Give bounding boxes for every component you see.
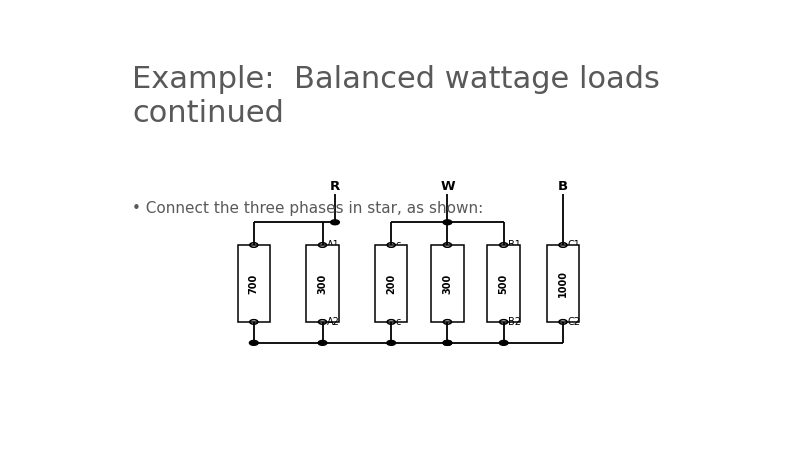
Text: c: c [396, 317, 401, 327]
Circle shape [443, 340, 452, 345]
Text: 200: 200 [386, 273, 397, 294]
FancyBboxPatch shape [431, 245, 463, 322]
FancyBboxPatch shape [306, 245, 339, 322]
Text: c: c [396, 240, 401, 250]
Text: C2: C2 [567, 317, 580, 327]
Text: C1: C1 [567, 240, 580, 250]
Text: R: R [330, 180, 340, 192]
Circle shape [443, 340, 452, 345]
Text: B2: B2 [508, 317, 521, 327]
Text: 300: 300 [442, 273, 452, 294]
Text: 1000: 1000 [558, 270, 568, 297]
FancyBboxPatch shape [238, 245, 270, 322]
Text: A2: A2 [327, 317, 340, 327]
Circle shape [318, 340, 327, 345]
Circle shape [499, 340, 508, 345]
FancyBboxPatch shape [546, 245, 580, 322]
Circle shape [249, 340, 258, 345]
Circle shape [387, 340, 396, 345]
Text: B: B [558, 180, 568, 192]
Text: • Connect the three phases in star, as shown:: • Connect the three phases in star, as s… [132, 201, 484, 216]
Text: 300: 300 [318, 273, 327, 294]
FancyBboxPatch shape [488, 245, 520, 322]
Text: B1: B1 [508, 240, 521, 250]
Text: 500: 500 [499, 273, 509, 294]
Text: W: W [440, 180, 455, 192]
Circle shape [443, 220, 452, 225]
Text: 700: 700 [249, 273, 259, 294]
FancyBboxPatch shape [375, 245, 408, 322]
Text: A1: A1 [327, 240, 339, 250]
Text: Example:  Balanced wattage loads
continued: Example: Balanced wattage loads continue… [132, 65, 660, 128]
Circle shape [330, 220, 339, 225]
